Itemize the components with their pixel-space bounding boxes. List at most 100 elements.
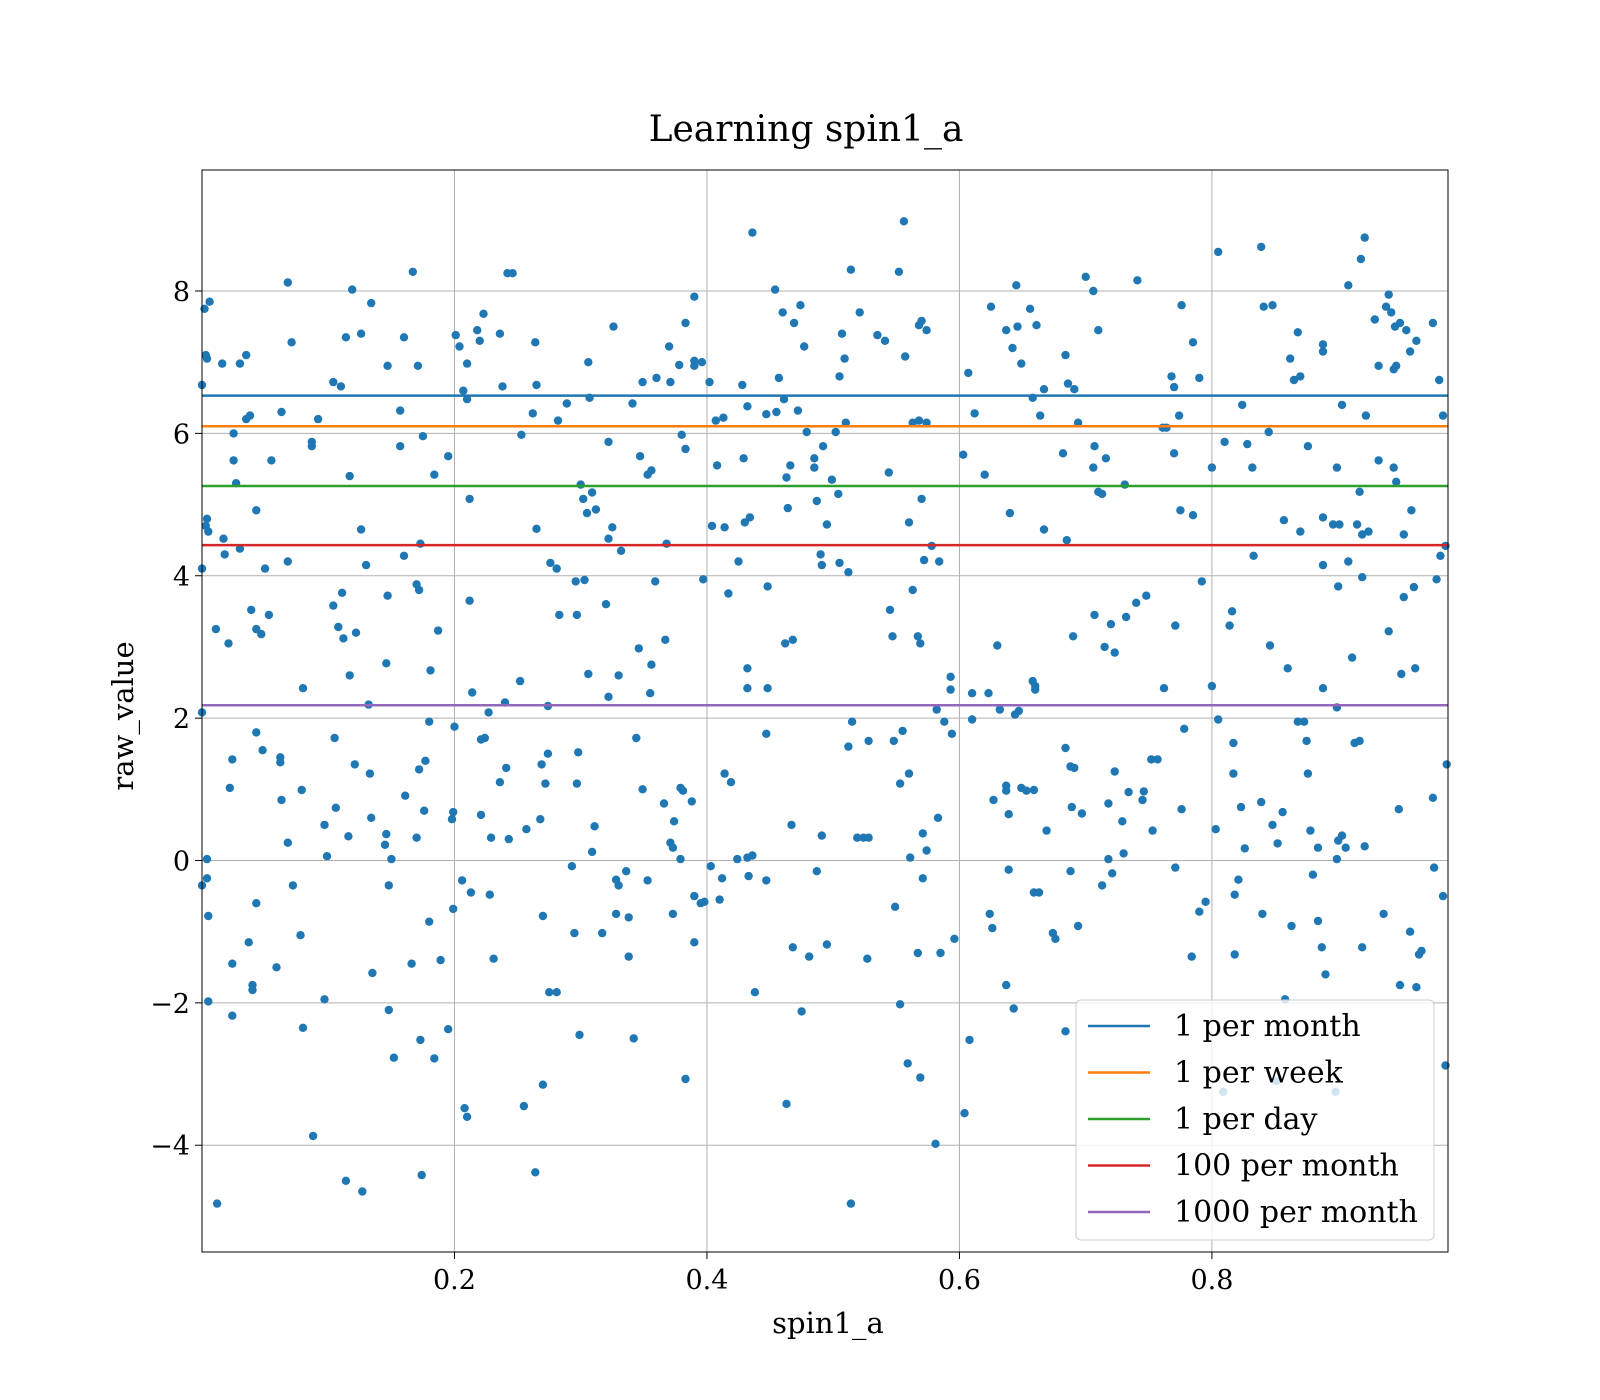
- scatter-point: [669, 817, 679, 826]
- scatter-point: [537, 760, 546, 769]
- scatter-point: [242, 350, 251, 360]
- scatter-point: [322, 852, 332, 861]
- scatter-point: [661, 635, 670, 644]
- scatter-point: [345, 471, 354, 481]
- scatter-point: [1296, 527, 1305, 536]
- scatter-point: [846, 1199, 856, 1208]
- scatter-point: [313, 414, 323, 424]
- scatter-point: [1148, 826, 1157, 835]
- y-tick-label: −2: [150, 989, 190, 1020]
- scatter-point: [822, 520, 832, 529]
- scatter-point: [455, 342, 464, 351]
- scatter-point: [1321, 970, 1330, 979]
- scatter-point: [298, 684, 308, 693]
- scatter-point: [407, 959, 416, 968]
- scatter-point: [413, 361, 423, 370]
- scatter-point: [652, 373, 661, 383]
- legend-label: 1 per week: [1174, 1056, 1344, 1091]
- scatter-point: [1177, 301, 1186, 310]
- scatter-point: [822, 940, 832, 949]
- scatter-point: [1229, 738, 1238, 748]
- scatter-point: [1207, 463, 1217, 472]
- scatter-point: [421, 756, 430, 765]
- scatter-point: [1370, 315, 1380, 324]
- scatter-point: [810, 463, 819, 472]
- scatter-point: [466, 888, 476, 897]
- scatter-point: [536, 815, 545, 824]
- scatter-point: [964, 368, 973, 378]
- grid-lines: [202, 170, 1448, 1252]
- scatter-point: [837, 329, 847, 338]
- scatter-point: [844, 742, 853, 751]
- scatter-point: [380, 840, 390, 849]
- scatter-point: [485, 890, 494, 899]
- scatter-point: [204, 997, 213, 1006]
- scatter-point: [914, 416, 924, 425]
- scatter-point: [1097, 489, 1107, 499]
- scatter-point: [844, 568, 853, 577]
- scatter-point: [567, 862, 577, 871]
- scatter-point: [329, 377, 338, 387]
- scatter-point: [783, 503, 792, 513]
- scatter-point: [1034, 888, 1044, 897]
- scatter-point: [248, 985, 257, 995]
- scatter-point: [1005, 508, 1015, 518]
- scatter-point: [970, 409, 979, 418]
- scatter-point: [1201, 897, 1210, 906]
- scatter-point: [646, 689, 655, 698]
- scatter-point: [329, 601, 338, 610]
- scatter-point: [584, 358, 593, 367]
- scatter-point: [834, 489, 843, 499]
- scatter-point: [495, 329, 505, 338]
- scatter-point: [1090, 610, 1099, 620]
- scatter-point: [532, 380, 541, 390]
- scatter-point: [401, 791, 410, 800]
- scatter-point: [582, 508, 592, 518]
- scatter-point: [677, 430, 686, 439]
- scatter-point: [334, 622, 343, 632]
- scatter-point: [341, 333, 351, 342]
- scatter-point: [416, 539, 425, 548]
- scatter-point: [980, 470, 989, 479]
- legend: 1 per month 1 per week 1 per day 100 per mo…: [1075, 999, 1435, 1241]
- scatter-point: [1061, 743, 1070, 753]
- scatter-point: [1171, 863, 1180, 872]
- scatter-point: [614, 881, 623, 890]
- scatter-point: [1066, 867, 1075, 876]
- scatter-point: [959, 450, 968, 459]
- scatter-point: [297, 785, 306, 795]
- scatter-point: [574, 748, 583, 757]
- scatter-point: [245, 411, 255, 420]
- scatter-point: [628, 399, 637, 408]
- scatter-point: [1132, 598, 1141, 607]
- scatter-point: [711, 416, 720, 425]
- scatter-point: [965, 1035, 974, 1045]
- scatter-point: [1220, 437, 1229, 447]
- scatter-point: [662, 539, 671, 548]
- scatter-point: [591, 505, 601, 514]
- scatter-point: [1350, 738, 1359, 748]
- scatter-point: [707, 521, 717, 531]
- scatter-point: [1358, 573, 1367, 582]
- legend-label: 100 per month: [1174, 1149, 1399, 1184]
- scatter-point: [1405, 347, 1415, 356]
- scatter-point: [733, 854, 742, 864]
- scatter-point: [967, 715, 977, 724]
- scatter-point: [916, 1073, 925, 1082]
- scatter-point: [899, 217, 909, 226]
- scatter-point: [817, 831, 826, 840]
- scatter-point: [995, 705, 1004, 714]
- scatter-point: [515, 676, 525, 686]
- scatter-point: [433, 626, 443, 635]
- scatter-point: [855, 308, 864, 317]
- scatter-point: [1097, 881, 1107, 890]
- scatter-point: [1299, 717, 1309, 726]
- scatter-point: [229, 429, 238, 438]
- scatter-point: [358, 1187, 367, 1196]
- scatter-point: [1341, 843, 1350, 852]
- scatter-point: [748, 228, 757, 237]
- scatter-point: [835, 558, 844, 568]
- scatter-point: [1318, 347, 1328, 356]
- scatter-point: [345, 671, 354, 680]
